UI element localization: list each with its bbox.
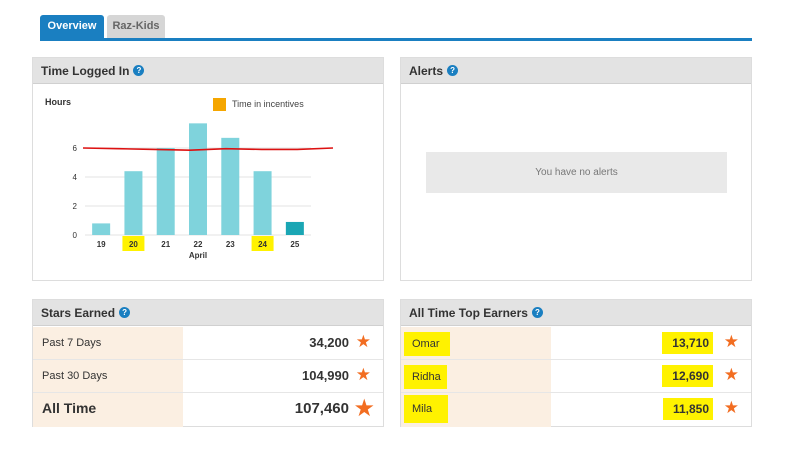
stars-row-past-30-days: Past 30 Days 104,990 ★ [33,360,383,393]
x-tick-label: 20 [129,240,138,249]
tick-highlight [251,236,274,251]
stars-earned-header: Stars Earned ? [33,300,383,326]
no-alerts-message: You have no alerts [426,152,727,193]
star-icon: ★ [353,395,375,422]
chart-bar [221,137,240,235]
help-icon[interactable]: ? [447,65,459,76]
chart-bar [156,148,175,235]
x-tick-label: 25 [290,240,299,249]
help-icon[interactable]: ? [531,307,543,318]
top-earners-title: All Time Top Earners [409,305,528,320]
y-axis-label: Hours [45,97,71,107]
x-tick-label: 21 [161,240,170,249]
time-logged-panel: Time Logged In ? Hours Time in incentives… [32,57,384,281]
alerts-header: Alerts ? [401,58,751,84]
y-tick-label: 4 [73,173,78,182]
legend-swatch [213,98,226,111]
average-line [82,147,334,152]
chart-bar [124,171,143,235]
y-tick-label: 6 [73,144,78,153]
row-label: Past 30 Days [42,370,108,382]
x-tick-label: 24 [258,240,267,249]
x-tick-label: 22 [194,240,203,249]
row-label: All Time [42,400,97,416]
stars-earned-title: Stars Earned [41,305,116,320]
star-icon: ★ [723,365,739,384]
chart-bar [285,221,304,235]
earner-stars: 11,850 [662,398,713,420]
star-icon: ★ [355,332,371,351]
top-earners-header: All Time Top Earners ? [401,300,751,326]
y-tick-label: 0 [73,231,78,240]
time-logged-title: Time Logged In [41,63,130,78]
top-earners-panel: All Time Top Earners ? Omar 13,710 ★ Rid… [400,299,752,427]
alerts-title: Alerts [409,63,444,78]
stars-row-all-time: All Time 107,460 ★ [33,393,383,427]
tab-raz-kids[interactable]: Raz-Kids [107,15,165,38]
top-earner-row: Ridha 12,690 ★ [401,360,751,393]
x-tick-label: 19 [97,240,106,249]
earner-name: Omar [404,332,450,356]
help-icon[interactable]: ? [119,307,131,318]
top-earner-row: Mila 11,850 ★ [401,393,751,427]
star-icon: ★ [723,332,739,351]
row-value: 107,460 [294,400,349,417]
earner-name: Ridha [404,365,447,389]
chart-bar [189,123,207,235]
row-value: 104,990 [302,368,349,383]
chart-bar [92,223,111,235]
star-icon: ★ [355,365,371,384]
star-icon: ★ [723,398,739,417]
row-value: 34,200 [309,335,349,350]
top-earner-row: Omar 13,710 ★ [401,327,751,360]
earner-name: Mila [404,395,449,423]
chart-bar [253,171,272,235]
stars-row-past-7-days: Past 7 Days 34,200 ★ [33,327,383,360]
tick-highlight [122,236,145,251]
tab-overview[interactable]: Overview [40,15,104,38]
tab-bar: Overview Raz-Kids [40,15,752,41]
help-icon[interactable]: ? [133,65,145,76]
alerts-panel: Alerts ? You have no alerts [400,57,752,281]
legend-label: Time in incentives [232,99,304,109]
x-axis-label: April [189,251,207,260]
y-tick-label: 2 [73,202,78,211]
earner-stars: 13,710 [662,332,713,354]
row-label: Past 7 Days [42,337,102,349]
stars-earned-panel: Stars Earned ? Past 7 Days 34,200 ★ Past… [32,299,384,427]
x-tick-label: 23 [226,240,235,249]
time-logged-header: Time Logged In ? [33,58,383,84]
earner-stars: 12,690 [662,365,713,387]
